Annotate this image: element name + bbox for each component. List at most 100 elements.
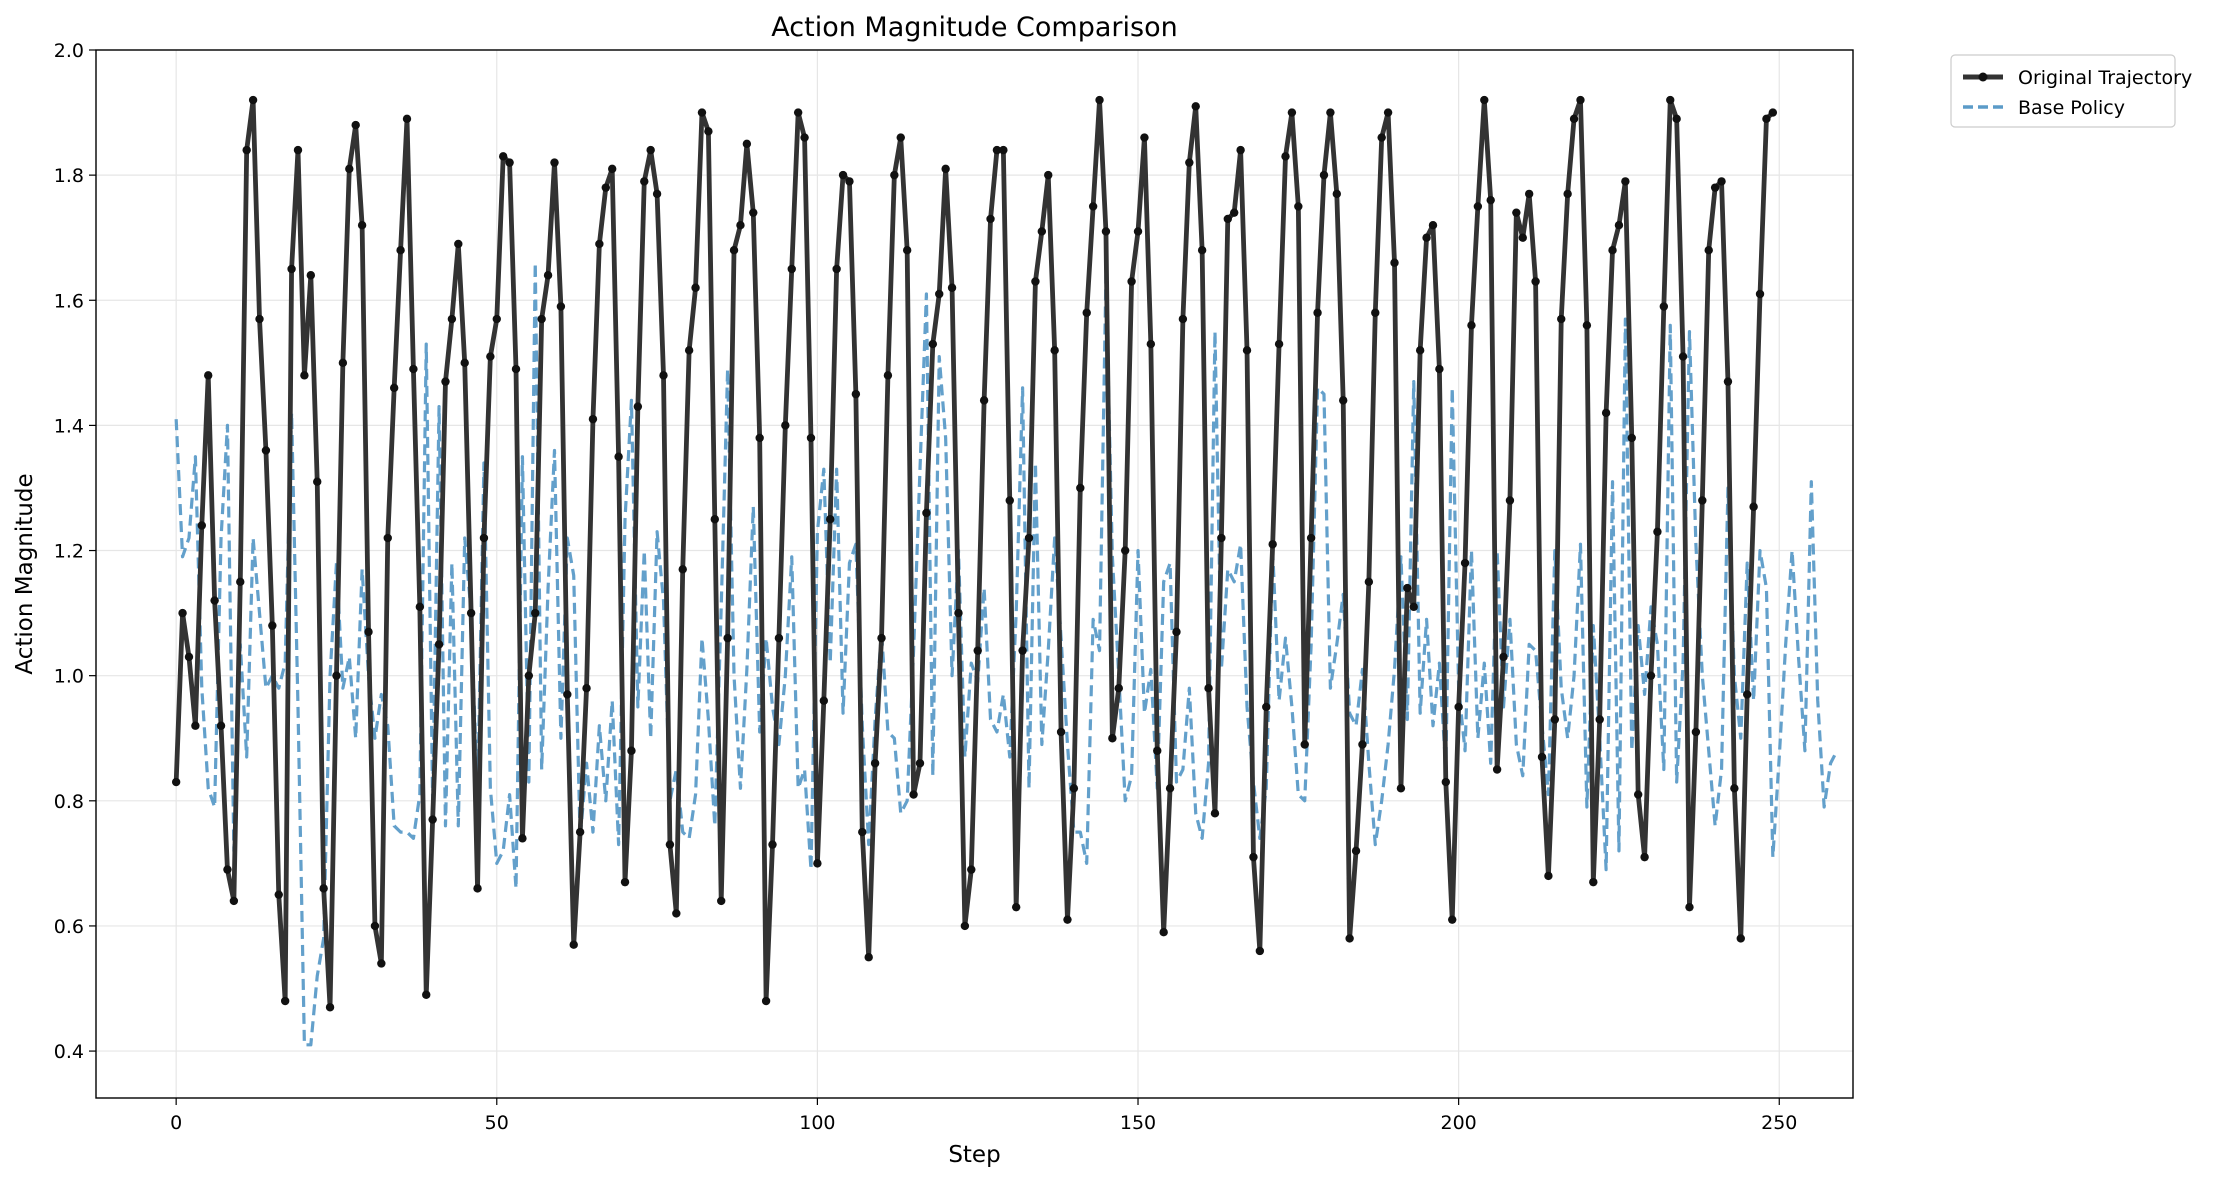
data-point-original-trajectory — [1108, 734, 1117, 743]
data-point-original-trajectory — [204, 371, 213, 380]
data-point-original-trajectory — [845, 177, 854, 186]
data-point-original-trajectory — [826, 515, 835, 524]
data-point-original-trajectory — [402, 114, 412, 124]
y-tick-label: 1.2 — [54, 541, 84, 563]
data-point-original-trajectory — [223, 865, 232, 874]
y-tick-label: 2.0 — [54, 40, 84, 62]
data-point-original-trajectory — [1595, 715, 1604, 724]
x-tick-label: 50 — [485, 1112, 509, 1134]
data-point-original-trajectory — [1717, 177, 1726, 186]
data-point-original-trajectory — [832, 264, 841, 274]
data-point-original-trajectory — [768, 840, 777, 849]
data-point-original-trajectory — [870, 759, 880, 768]
y-tick-label: 1.6 — [54, 290, 84, 312]
data-point-original-trajectory — [1159, 928, 1168, 937]
data-point-original-trajectory — [595, 239, 604, 249]
x-tick-label: 100 — [799, 1112, 835, 1134]
data-point-original-trajectory — [1582, 321, 1592, 330]
legend-box — [1950, 54, 2176, 128]
data-point-original-trajectory — [575, 827, 585, 837]
data-point-original-trajectory — [364, 627, 373, 637]
data-point-original-trajectory — [1114, 683, 1123, 693]
data-point-original-trajectory — [633, 402, 643, 411]
data-point-original-trajectory — [1037, 227, 1047, 236]
data-point-original-trajectory — [492, 314, 501, 324]
data-point-original-trajectory — [1191, 102, 1200, 111]
series-line-original-trajectory — [173, 97, 1775, 1010]
data-point-original-trajectory — [1621, 177, 1630, 186]
data-point-original-trajectory — [293, 145, 303, 155]
data-point-original-trajectory — [736, 220, 745, 230]
data-point-original-trajectory — [1223, 214, 1232, 224]
data-point-original-trajectory — [723, 633, 732, 643]
data-point-original-trajectory — [1364, 577, 1374, 587]
data-point-original-trajectory — [890, 170, 899, 180]
data-point-original-trajectory — [486, 352, 495, 361]
data-point-original-trajectory — [1076, 483, 1085, 493]
data-point-original-trajectory — [171, 777, 181, 787]
data-point-original-trajectory — [979, 396, 989, 405]
data-point-original-trajectory — [858, 827, 867, 837]
data-point-original-trajectory — [306, 271, 316, 280]
data-point-original-trajectory — [1101, 227, 1111, 236]
data-point-original-trajectory — [1550, 715, 1560, 724]
data-point-original-trajectory — [1242, 346, 1252, 355]
data-point-original-trajectory — [922, 508, 931, 518]
data-point-original-trajectory — [524, 671, 534, 680]
data-point-original-trajectory — [511, 364, 521, 374]
data-point-original-trajectory — [1492, 765, 1502, 774]
series-line-base-policy — [174, 261, 1839, 1047]
y-axis-label: Action Magnitude — [12, 473, 38, 674]
data-point-original-trajectory — [1300, 740, 1309, 749]
data-point-original-trajectory — [1743, 690, 1752, 699]
data-point-original-trajectory — [851, 389, 861, 399]
data-point-original-trajectory — [313, 477, 322, 486]
data-point-original-trajectory — [1185, 158, 1194, 167]
data-point-original-trajectory — [729, 246, 739, 255]
data-point-original-trajectory — [749, 208, 758, 217]
data-point-original-trajectory — [229, 896, 239, 906]
data-point-original-trajectory — [550, 158, 559, 167]
data-point-original-trajectory — [1371, 308, 1380, 317]
data-point-original-trajectory — [1749, 502, 1758, 511]
data-point-original-trajectory — [1544, 871, 1553, 881]
data-point-original-trajectory — [191, 721, 200, 730]
data-point-original-trajectory — [1762, 114, 1771, 124]
data-point-original-trajectory — [1287, 108, 1297, 117]
data-point-original-trajectory — [1178, 314, 1188, 324]
data-point-original-trajectory — [1326, 108, 1335, 117]
data-point-original-trajectory — [178, 608, 187, 618]
data-point-original-trajectory — [793, 108, 803, 117]
data-point-original-trajectory — [473, 884, 482, 893]
data-point-original-trajectory — [1005, 496, 1014, 505]
data-point-original-trajectory — [242, 145, 251, 155]
data-point-original-trajectory — [1454, 702, 1463, 712]
data-point-original-trajectory — [1710, 183, 1720, 192]
data-point-original-trajectory — [1268, 540, 1277, 549]
legend-marker-original-trajectory — [1978, 72, 1988, 82]
data-point-original-trajectory — [755, 433, 764, 443]
data-point-original-trajectory — [415, 602, 425, 612]
data-point-original-trajectory — [441, 377, 450, 386]
data-point-original-trajectory — [1063, 915, 1072, 924]
data-point-original-trajectory — [325, 1003, 335, 1012]
data-point-original-trajectory — [1319, 170, 1329, 180]
data-point-original-trajectory — [569, 940, 578, 949]
data-point-original-trajectory — [184, 652, 194, 662]
data-point-original-trajectory — [543, 271, 553, 280]
data-point-original-trajectory — [935, 289, 944, 299]
x-tick-label: 250 — [1761, 1112, 1797, 1134]
data-point-original-trajectory — [1249, 852, 1258, 862]
data-point-original-trajectory — [1601, 408, 1611, 418]
data-point-original-trajectory — [537, 314, 546, 324]
data-point-original-trajectory — [1480, 95, 1489, 105]
y-tick-label: 0.6 — [54, 916, 84, 938]
data-point-original-trajectory — [1678, 352, 1688, 361]
legend-label-base-policy: Base Policy — [2018, 97, 2125, 119]
data-point-original-trajectory — [1409, 602, 1418, 612]
data-point-original-trajectory — [1197, 246, 1207, 255]
data-point-original-trajectory — [806, 433, 816, 443]
data-point-original-trajectory — [986, 214, 995, 224]
data-point-original-trajectory — [505, 158, 514, 167]
